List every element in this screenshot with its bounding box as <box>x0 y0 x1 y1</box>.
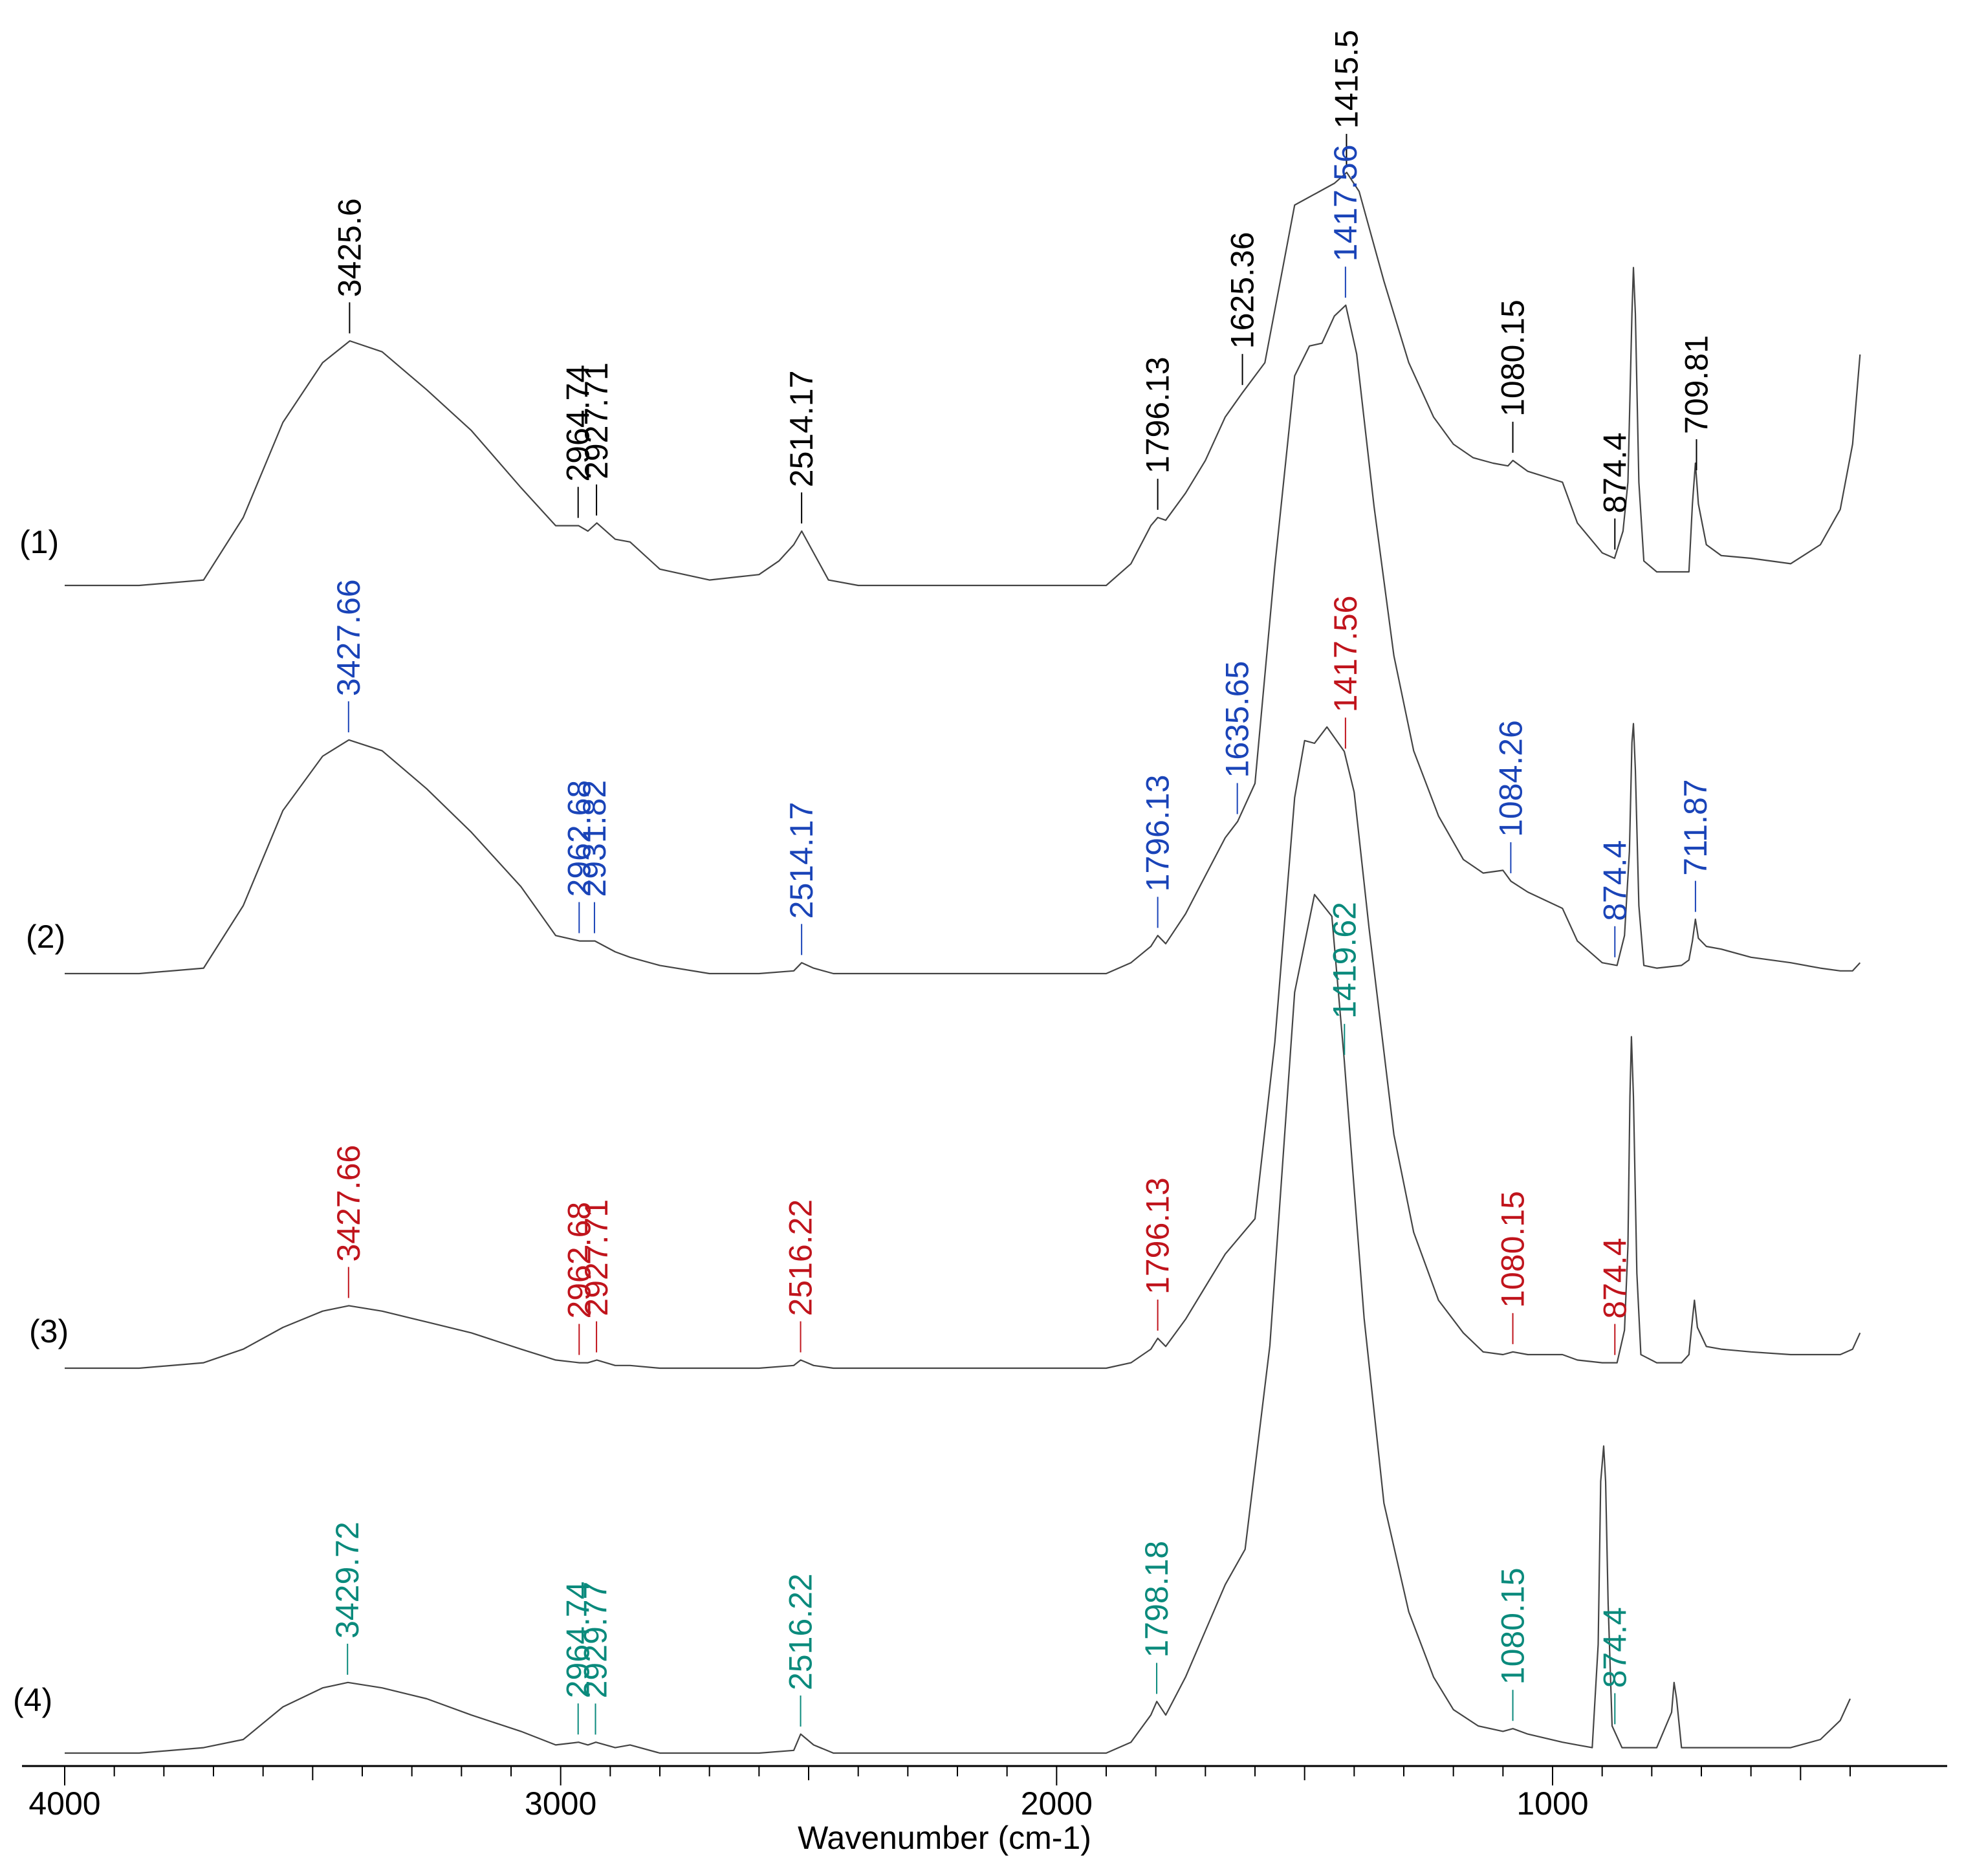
spectrum-line-4 <box>65 893 1851 1754</box>
x-axis: 4000 3000 2000 1000 Wavenumber (cm-1) <box>22 1765 1947 1856</box>
peak-label: 874.4 <box>1597 840 1633 921</box>
peak-label: 1417.56 <box>1327 596 1364 713</box>
peak-label: 2931.82 <box>576 780 613 897</box>
trace-label-2: (2) <box>26 919 65 955</box>
peak-label: 3425.6 <box>331 198 367 297</box>
spectra-traces <box>65 171 1861 1754</box>
trace-label-1: (1) <box>19 524 59 560</box>
peak-label: 3429.72 <box>329 1522 366 1639</box>
peak-label: 2514.17 <box>783 802 820 919</box>
peak-label: 1417.56 <box>1327 144 1364 261</box>
peak-label: 1625.36 <box>1225 232 1261 349</box>
peak-label: 2962.68 <box>561 780 597 897</box>
peak-label: 1080.15 <box>1495 1191 1531 1308</box>
peak-label: 1080.15 <box>1495 300 1531 417</box>
peak-label: 874.4 <box>1597 1238 1633 1318</box>
peak-label: 1415.5 <box>1328 30 1364 129</box>
peak-label: 2962.68 <box>561 1202 597 1319</box>
peak-label: 1798.18 <box>1139 1541 1175 1658</box>
peak-label: 2516.22 <box>783 1573 819 1690</box>
peak-label: 709.81 <box>1678 335 1714 434</box>
x-axis-ticks <box>64 1766 1851 1785</box>
peak-label: 1084.26 <box>1492 720 1529 837</box>
peak-label: 2927.71 <box>578 1199 615 1316</box>
x-axis-tick-labels: 4000 3000 2000 1000 <box>28 1785 1588 1822</box>
peak-label: 1635.65 <box>1219 661 1256 778</box>
peak-label: 874.4 <box>1597 1607 1633 1688</box>
peak-label: 1080.15 <box>1495 1567 1531 1685</box>
x-axis-title: Wavenumber (cm-1) <box>798 1820 1091 1856</box>
peak-label: 874.4 <box>1597 432 1633 513</box>
peak-label: 2516.22 <box>783 1199 819 1316</box>
spectrum-line-1 <box>65 171 1861 587</box>
x-axis-tick-label: 2000 <box>1021 1785 1093 1822</box>
peak-label: 2927.71 <box>578 362 615 479</box>
peak-label: 1419.62 <box>1326 902 1362 1019</box>
trace-label-4: (4) <box>13 1682 52 1718</box>
spectrum-line-2 <box>65 304 1861 975</box>
peak-label: 3427.66 <box>331 1145 367 1262</box>
peak-label: 3427.66 <box>331 579 367 696</box>
x-axis-tick-label: 4000 <box>28 1785 100 1822</box>
trace-labels: (1) (2) (3) (4) <box>13 524 69 1718</box>
peak-label: 1796.13 <box>1140 775 1176 892</box>
spectrum-line-3 <box>65 726 1861 1369</box>
peak-label: 2929.77 <box>578 1582 614 1699</box>
peak-label: 2964.74 <box>560 1582 596 1699</box>
peak-label: 711.87 <box>1677 779 1714 875</box>
x-axis-tick-label: 1000 <box>1516 1785 1588 1822</box>
peak-label: 2514.17 <box>783 370 820 487</box>
x-axis-tick-label: 3000 <box>525 1785 596 1822</box>
peak-label: 1796.13 <box>1140 1177 1176 1294</box>
trace-label-3: (3) <box>29 1313 69 1349</box>
peak-label: 1796.13 <box>1140 356 1176 474</box>
peak-label: 2964.74 <box>560 365 596 482</box>
